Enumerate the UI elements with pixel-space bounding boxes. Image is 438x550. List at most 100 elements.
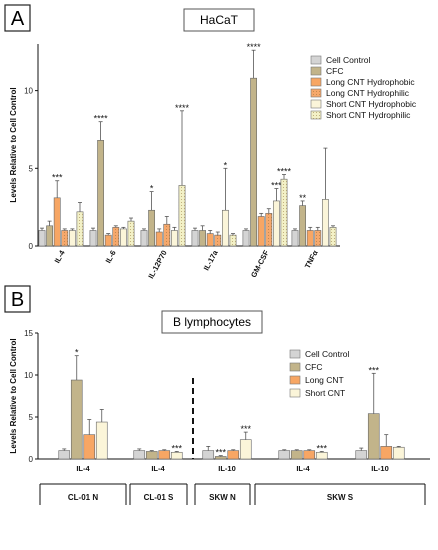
- significance-marker: ****: [94, 114, 109, 124]
- bar-pattern: [127, 221, 135, 246]
- significance-marker: ***: [271, 181, 282, 191]
- significance-marker: **: [299, 193, 307, 203]
- legend-label: Short CNT: [305, 388, 345, 398]
- legend-label: Cell Control: [326, 55, 371, 65]
- group-label: SKW N: [209, 493, 236, 502]
- bar: [171, 230, 178, 247]
- bar: [278, 450, 291, 460]
- legend-label: Long CNT Hydrophobic: [326, 77, 415, 87]
- bar: [95, 421, 108, 460]
- category-label: IL-10: [371, 464, 389, 473]
- bar-pattern: [314, 230, 321, 246]
- bar: [69, 230, 76, 247]
- legend-label: Long CNT Hydrophilic: [326, 88, 410, 98]
- bar: [299, 205, 306, 247]
- category-label: TNFα: [303, 248, 320, 270]
- significance-marker: ***: [240, 424, 251, 434]
- y-tick-label: 10: [24, 371, 33, 380]
- bar: [155, 231, 163, 247]
- significance-marker: ***: [215, 448, 226, 458]
- bar: [145, 451, 158, 460]
- category-label: IL-6: [104, 249, 118, 265]
- bar: [158, 450, 171, 460]
- y-tick-label: 0: [29, 242, 34, 251]
- legend-label: Short CNT Hydrophilic: [326, 110, 411, 120]
- category-label: IL-4: [296, 464, 310, 473]
- legend-swatch: [289, 375, 301, 385]
- panel-a: A HaCaT 0 5 10 Levels Relative to Cell Cont…: [4, 4, 417, 280]
- significance-marker: ***: [52, 173, 63, 183]
- y-tick-label: 15: [24, 329, 33, 338]
- bar-pattern: [280, 179, 288, 246]
- bar: [250, 77, 257, 247]
- significance-marker: *: [224, 160, 228, 170]
- group-label: CL-01 S: [144, 493, 174, 502]
- panel-a-title: HaCaT: [200, 13, 239, 27]
- bar-pattern: [112, 227, 119, 246]
- bar: [148, 209, 155, 247]
- panel-b-letter: B: [11, 289, 24, 311]
- legend-label: CFC: [305, 362, 322, 372]
- bar-pattern: [229, 235, 237, 246]
- category-label: IL-10: [218, 464, 236, 473]
- panel-b-title: B lymphocytes: [173, 315, 251, 329]
- bar: [239, 439, 252, 460]
- bar: [321, 199, 329, 247]
- bar: [97, 140, 104, 247]
- bar: [380, 446, 393, 460]
- bar-pattern: [329, 227, 337, 246]
- legend-swatch: [310, 99, 322, 109]
- significance-marker: ***: [316, 443, 327, 453]
- bar: [206, 233, 214, 247]
- legend-swatch-pattern: [311, 111, 321, 119]
- legend-label: Short CNT Hydrophobic: [326, 99, 417, 109]
- legend-label: CFC: [326, 66, 343, 76]
- y-tick-label: 0: [29, 455, 34, 464]
- bar: [290, 450, 303, 460]
- bar: [306, 230, 314, 247]
- category-label: IL-4: [151, 464, 165, 473]
- bar: [303, 450, 316, 460]
- significance-marker: *: [150, 184, 154, 194]
- y-tick-label: 10: [24, 87, 33, 96]
- bar: [104, 234, 112, 247]
- panel-a-letter: A: [11, 8, 25, 30]
- significance-marker: ***: [368, 365, 379, 375]
- bar: [355, 450, 368, 460]
- y-tick-label: 5: [29, 164, 34, 173]
- legend-label: Long CNT: [305, 375, 344, 385]
- bar: [46, 225, 53, 247]
- category-label: IL-12P70: [146, 249, 168, 280]
- bar-pattern: [61, 230, 68, 246]
- bar: [257, 216, 265, 247]
- panel-b: B B lymphocytes 0 5 10 15 Levels Relative to…: [4, 285, 430, 505]
- significance-marker: ***: [171, 443, 182, 453]
- bar: [70, 379, 83, 460]
- category-label: IL-4: [53, 248, 68, 265]
- bar: [83, 434, 96, 460]
- bar-pattern: [178, 185, 186, 246]
- bar: [58, 450, 71, 460]
- legend-swatch: [310, 66, 322, 76]
- significance-marker: ****: [277, 167, 292, 177]
- y-tick-label: 5: [29, 413, 34, 422]
- category-label: IL-17a: [202, 248, 221, 272]
- legend-swatch-pattern: [311, 89, 321, 97]
- bar: [202, 450, 215, 460]
- bar: [38, 230, 46, 247]
- legend-swatch: [289, 349, 301, 359]
- bar: [272, 200, 280, 247]
- bar: [199, 230, 206, 247]
- legend-swatch: [310, 77, 322, 87]
- bar: [140, 230, 148, 247]
- bar: [133, 450, 146, 460]
- significance-marker: ****: [175, 103, 190, 113]
- y-axis-title: Levels Relative to Cell Control: [9, 87, 18, 202]
- bar: [242, 230, 250, 247]
- bar: [222, 209, 229, 247]
- bar: [89, 230, 97, 247]
- bar: [227, 450, 240, 460]
- bar: [291, 230, 299, 247]
